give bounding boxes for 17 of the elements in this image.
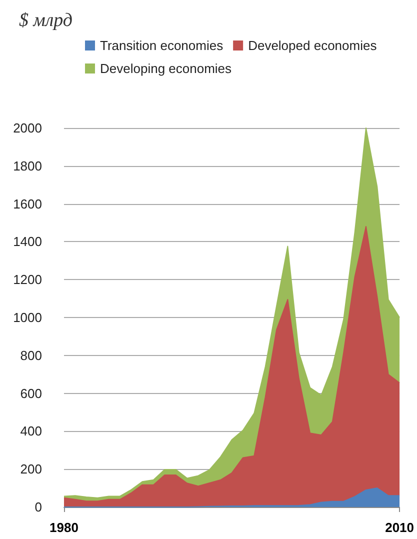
y-tick-label: 0 [34, 500, 42, 514]
y-tick-label: 1200 [13, 272, 42, 288]
x-tick-label: 2010 [385, 520, 414, 535]
y-tick-label: 2000 [13, 120, 42, 136]
x-tick-label: 1980 [50, 520, 78, 535]
y-tick-label: 200 [20, 462, 42, 477]
y-tick-label: 1600 [13, 196, 42, 212]
y-tick-label: 600 [20, 386, 42, 401]
y-tick-label: 1000 [13, 310, 42, 325]
y-tick-label: 1400 [13, 234, 42, 250]
chart-title: $ млрд [19, 10, 73, 31]
y-tick-label: 1800 [13, 158, 42, 174]
y-tick-label: 400 [20, 424, 42, 439]
legend-label: Transition economies [100, 38, 224, 53]
y-tick-label: 800 [20, 348, 42, 363]
legend-label: Developing economies [100, 61, 232, 76]
legend-label: Developed economies [248, 38, 378, 53]
